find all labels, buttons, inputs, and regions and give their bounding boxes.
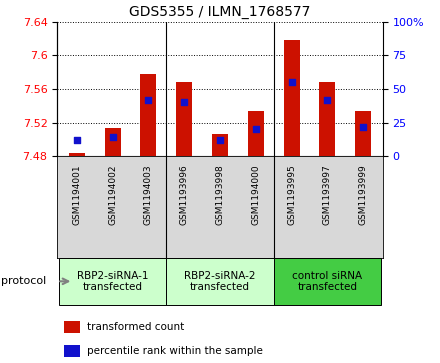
Text: GSM1194003: GSM1194003 [144,164,153,225]
Bar [140,74,157,156]
Point [324,97,331,103]
Point [73,137,81,143]
Point [145,97,152,103]
Bar [248,111,264,156]
Text: percentile rank within the sample: percentile rank within the sample [87,346,262,356]
Bar [176,82,192,156]
Point [216,137,224,143]
Point [252,126,259,132]
Text: GSM1193996: GSM1193996 [180,164,189,225]
Text: GSM1194002: GSM1194002 [108,164,117,225]
Text: protocol: protocol [1,276,47,286]
Text: GSM1193999: GSM1193999 [359,164,368,225]
Bar [64,321,80,333]
Bar [166,258,274,305]
Text: GSM1194001: GSM1194001 [72,164,81,225]
Text: transformed count: transformed count [87,322,184,332]
Bar [69,153,85,156]
Bar [64,345,80,357]
Point [181,99,188,105]
Text: GSM1194000: GSM1194000 [251,164,260,225]
Text: control siRNA
transfected: control siRNA transfected [292,270,363,292]
Bar [274,258,381,305]
Text: GSM1193997: GSM1193997 [323,164,332,225]
Text: RBP2-siRNA-2
transfected: RBP2-siRNA-2 transfected [184,270,256,292]
Bar [355,111,371,156]
Point [288,79,295,85]
Point [109,134,116,140]
Title: GDS5355 / ILMN_1768577: GDS5355 / ILMN_1768577 [129,5,311,19]
Bar [283,40,300,156]
Bar [105,129,121,156]
Text: GSM1193995: GSM1193995 [287,164,296,225]
Text: GSM1193998: GSM1193998 [216,164,224,225]
Bar [212,134,228,156]
Point [359,124,367,130]
Text: RBP2-siRNA-1
transfected: RBP2-siRNA-1 transfected [77,270,148,292]
Bar [59,258,166,305]
Bar [319,82,335,156]
